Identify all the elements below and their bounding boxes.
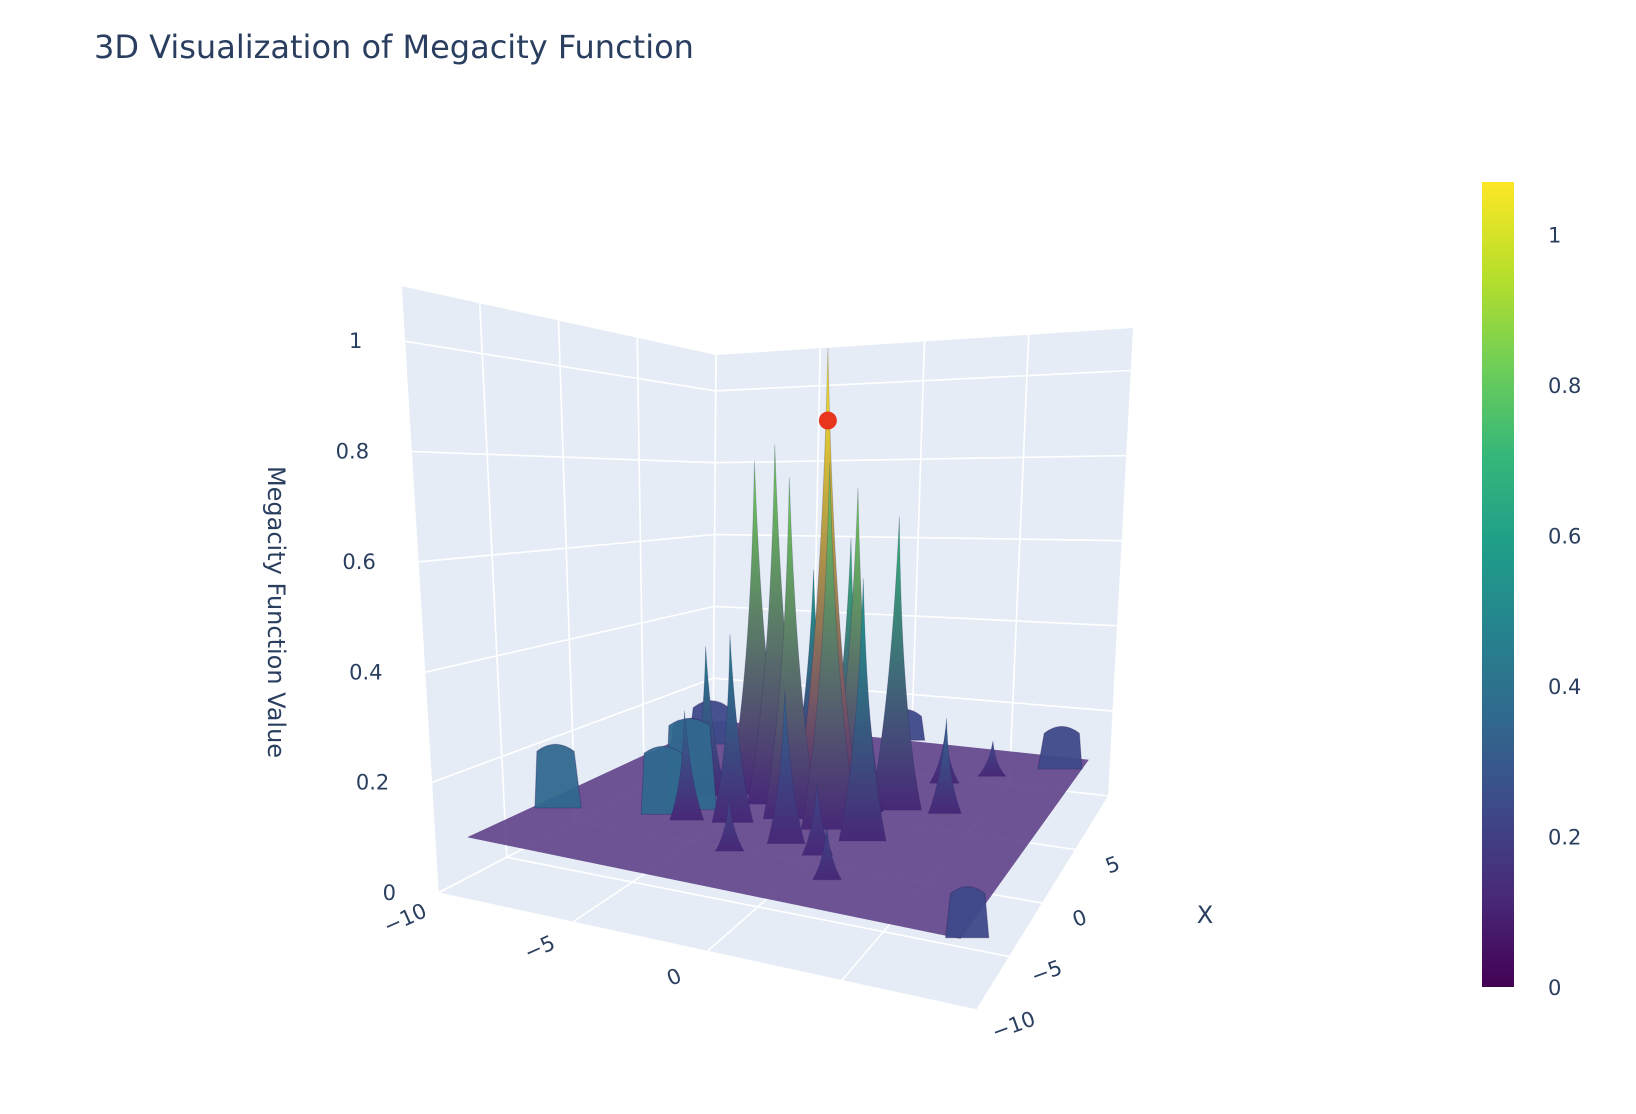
peak-2	[800, 462, 859, 830]
peak-10	[711, 634, 754, 823]
peak-4	[762, 477, 819, 820]
plateau-5	[1037, 725, 1083, 770]
peak-22	[977, 740, 1007, 777]
xwall-gridline-2	[557, 320, 577, 822]
plateau-0	[534, 743, 582, 809]
z-axis-title: Megacity Function Value	[262, 466, 290, 758]
x-axis-title: X	[1197, 901, 1213, 929]
x-tick-2: 0	[1069, 905, 1090, 932]
colorbar-tick-3: 0.6	[1548, 525, 1581, 549]
colorbar-tick-5: 1	[1548, 224, 1561, 248]
plateau-6	[945, 886, 990, 939]
colorbar: 0 0.2 0.4 0.6 0.8 1	[1482, 182, 1581, 1000]
colorbar-tick-0: 0	[1548, 976, 1561, 1000]
ywall-gridline-3	[1008, 334, 1030, 785]
z-tick-2: 0.4	[349, 660, 382, 684]
x-tick-0: −10	[989, 1007, 1039, 1045]
y-tick-1: −5	[521, 931, 559, 966]
peak-14	[927, 718, 962, 814]
y-tick-2: 0	[663, 963, 685, 990]
colorbar-gradient	[1482, 182, 1514, 987]
max-marker	[818, 411, 837, 430]
colorbar-tick-1: 0.2	[1548, 826, 1581, 850]
xwall-gridline-0	[400, 285, 439, 894]
peak-12	[766, 689, 806, 844]
ywall-gridline-0	[712, 354, 717, 751]
chart-title: 3D Visualization of Megacity Function	[94, 28, 694, 66]
z-tick-3: 0.6	[342, 550, 375, 574]
x-tick-1: −5	[1028, 955, 1065, 988]
z-tick-4: 0.8	[336, 440, 369, 464]
colorbar-tick-2: 0.4	[1548, 675, 1581, 699]
xwall-gridline-3	[636, 337, 646, 786]
scene-3d: 00.20.40.60.81−10−505−10−50	[336, 285, 1133, 1045]
colorbar-tick-4: 0.8	[1548, 374, 1581, 398]
z-tick-5: 1	[349, 329, 362, 353]
x-tick-3: 5	[1102, 851, 1123, 878]
xwall-gridline-1	[478, 303, 508, 858]
back-wall-left	[401, 286, 716, 893]
peak-19	[714, 798, 745, 852]
peak-21	[811, 825, 843, 881]
z-tick-0: 0	[383, 881, 396, 905]
z-tick-1: 0.2	[356, 771, 389, 795]
peak-8	[838, 578, 887, 842]
peak-6	[869, 516, 922, 811]
ywall-gridline-2	[909, 341, 926, 774]
peak-13	[669, 710, 705, 821]
